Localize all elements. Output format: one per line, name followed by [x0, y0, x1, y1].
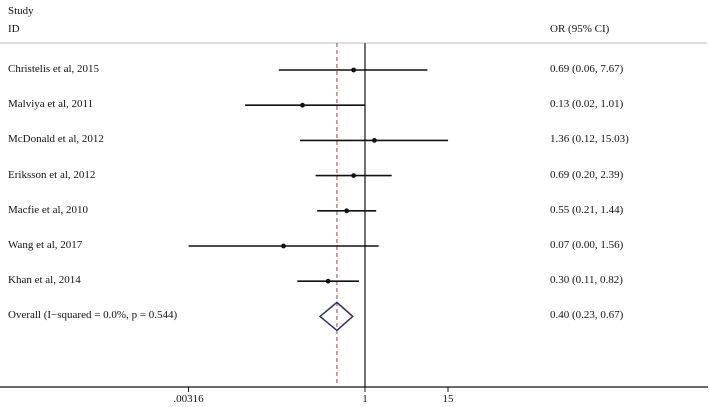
- point-estimate-marker: [281, 243, 286, 249]
- point-estimate-marker: [351, 173, 357, 179]
- study-or-ci: 0.30 (0.11, 0.82): [550, 274, 623, 287]
- point-estimate-marker: [344, 208, 350, 214]
- study-or-ci: 0.69 (0.06, 7.67): [550, 63, 624, 75]
- x-axis-tick-label: 1: [362, 393, 368, 405]
- column-header-or-ci: OR (95% CI): [550, 23, 610, 35]
- overall-label: Overall (I−squared = 0.0%, p = 0.544): [8, 309, 178, 322]
- study-label: McDonald et al, 2012: [8, 133, 104, 146]
- study-label: Wang et al, 2017: [8, 239, 83, 251]
- study-or-ci: 0.13 (0.02, 1.01): [550, 98, 624, 111]
- overall-diamond: [318, 301, 354, 332]
- point-estimate-marker: [300, 102, 305, 108]
- column-header-id: ID: [8, 23, 20, 35]
- study-label: Christelis et al, 2015: [8, 63, 100, 75]
- study-label: Macfie et al, 2010: [8, 203, 89, 216]
- x-axis-tick-label: .00316: [173, 393, 204, 405]
- study-label: Eriksson et al, 2012: [8, 168, 96, 181]
- point-estimate-marker: [351, 67, 357, 73]
- overall-or-ci: 0.40 (0.23, 0.67): [550, 309, 624, 322]
- study-or-ci: 1.36 (0.12, 15.03): [550, 133, 629, 146]
- study-or-ci: 0.07 (0.00, 1.56): [550, 239, 624, 251]
- point-estimate-marker: [325, 278, 331, 284]
- study-label: Khan et al, 2014: [8, 274, 81, 287]
- study-or-ci: 0.69 (0.20, 2.39): [550, 168, 624, 181]
- study-or-ci: 0.55 (0.21, 1.44): [550, 203, 624, 216]
- x-axis-tick-label: 15: [442, 393, 454, 405]
- point-estimate-marker: [372, 138, 377, 143]
- column-header-study: Study: [8, 5, 34, 17]
- study-label: Malviya et al, 2011: [8, 98, 94, 111]
